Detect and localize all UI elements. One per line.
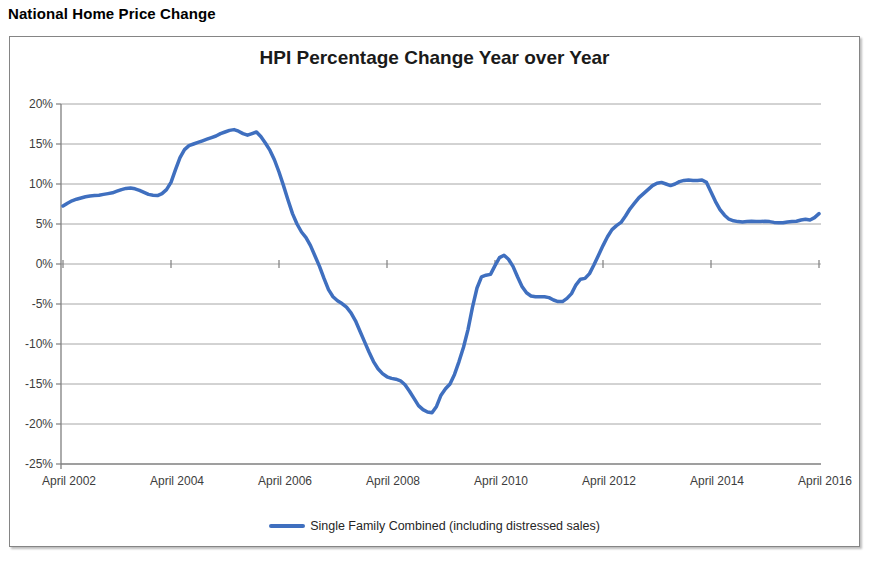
y-axis-label: 20% [29, 97, 53, 111]
chart-legend: Single Family Combined (including distre… [10, 519, 859, 533]
x-axis-label: April 2012 [582, 474, 636, 488]
series-line-marker-icon [269, 524, 305, 528]
x-axis-label: April 2010 [474, 474, 528, 488]
y-axis-label: 5% [36, 217, 54, 231]
y-axis-label: -10% [25, 337, 53, 351]
y-axis-label: -15% [25, 377, 53, 391]
page: { "page": { "heading": "National Home Pr… [0, 0, 873, 561]
x-axis-label: April 2014 [690, 474, 744, 488]
y-axis-label: 10% [29, 177, 53, 191]
y-axis-label: 15% [29, 137, 53, 151]
y-axis-label: -25% [25, 457, 53, 471]
x-axis-label: April 2006 [258, 474, 312, 488]
x-axis-label: April 2002 [42, 474, 96, 488]
y-axis-label: -20% [25, 417, 53, 431]
x-axis-label: April 2004 [150, 474, 204, 488]
data-series-line [63, 130, 819, 413]
x-axis-label: April 2008 [366, 474, 420, 488]
chart-container: HPI Percentage Change Year over Year 20%… [9, 36, 860, 547]
chart-canvas: 20% 15% 10% 5% 0% -5% -10% -15% -20% -25% April 20… [10, 37, 859, 546]
page-title: National Home Price Change [8, 5, 216, 22]
y-axis-label: 0% [36, 257, 54, 271]
legend-label: Single Family Combined (including distre… [310, 519, 600, 533]
y-axis-label: -5% [32, 297, 54, 311]
x-axis-label: April 2016 [798, 474, 852, 488]
